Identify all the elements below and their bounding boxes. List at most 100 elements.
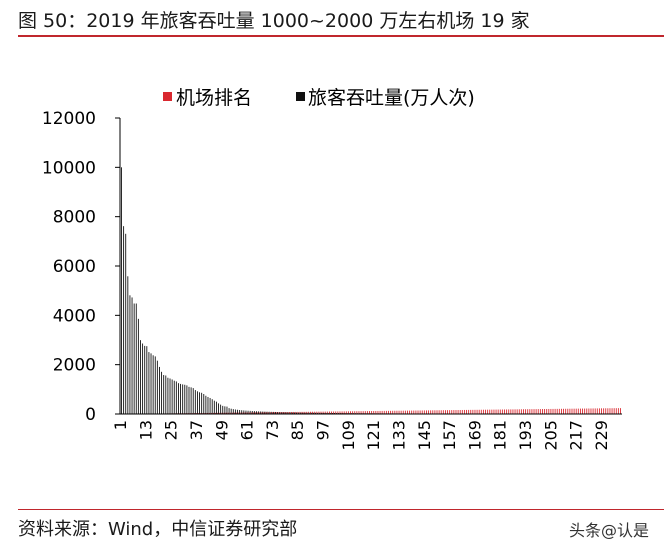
legend-label-rank: 机场排名: [176, 87, 252, 109]
throughput-bar: [178, 383, 179, 414]
rank-bar: [421, 410, 423, 414]
throughput-bar: [296, 412, 298, 414]
rank-bar: [544, 409, 546, 414]
rank-bar: [371, 411, 373, 414]
rank-bar: [286, 412, 288, 414]
rank-bar: [402, 410, 404, 414]
rank-bar: [394, 410, 396, 414]
rank-bar: [248, 412, 250, 414]
throughput-bar: [135, 303, 137, 414]
throughput-bar: [308, 412, 310, 414]
rank-bar: [377, 410, 379, 414]
rank-bar: [512, 409, 514, 414]
throughput-bar: [196, 391, 198, 414]
rank-bar: [265, 412, 267, 414]
rank-bar: [415, 410, 417, 414]
rank-bar: [337, 411, 339, 414]
rank-bar: [605, 408, 607, 414]
rank-bar: [210, 412, 212, 414]
throughput-bar: [224, 406, 226, 414]
y-tick-label: 4000: [53, 306, 96, 326]
throughput-bar: [186, 385, 188, 414]
rank-bar: [352, 411, 354, 414]
rank-bar: [523, 409, 524, 414]
throughput-bar: [125, 233, 127, 414]
throughput-bar: [302, 412, 304, 414]
throughput-bar: [319, 412, 321, 414]
throughput-bar: [215, 401, 217, 414]
throughput-bar: [131, 297, 133, 414]
rank-bar: [312, 411, 313, 414]
rank-bar: [569, 408, 571, 414]
throughput-bar: [323, 412, 325, 414]
throughput-bar: [209, 397, 211, 414]
throughput-bar: [194, 390, 196, 414]
rank-bar: [459, 410, 461, 414]
rank-bar: [358, 411, 360, 414]
rank-bar: [267, 412, 269, 414]
rank-bar: [561, 408, 562, 414]
throughput-bar: [161, 371, 163, 414]
throughput-bar: [146, 346, 148, 414]
rank-bar: [388, 410, 389, 414]
rank-bar: [280, 412, 282, 414]
rank-bar: [282, 412, 284, 414]
rank-bar: [244, 412, 246, 414]
throughput-bar: [222, 405, 224, 414]
rank-bar: [601, 408, 602, 414]
legend-swatch-rank: [163, 92, 172, 101]
rank-bar: [288, 412, 290, 414]
rank-bar: [472, 409, 474, 414]
throughput-bar: [270, 411, 272, 414]
rank-bar: [476, 409, 478, 414]
rank-bar: [345, 411, 347, 414]
rank-bar: [466, 409, 467, 414]
title-rule: [18, 35, 664, 37]
rank-bar: [390, 410, 392, 414]
rank-bar: [478, 409, 480, 414]
throughput-bar: [306, 412, 308, 414]
x-tick-label: 85: [288, 420, 307, 440]
rank-bar: [573, 408, 575, 414]
legend: 机场排名 旅客吞吐量(万人次): [163, 87, 475, 109]
rank-bar: [516, 409, 518, 414]
rank-bar: [493, 409, 495, 414]
throughput-bar: [294, 412, 295, 414]
rank-bar: [603, 408, 605, 414]
rank-bar: [331, 411, 332, 414]
rank-bar: [510, 409, 512, 414]
rank-bar: [297, 411, 299, 414]
rank-bar: [563, 408, 564, 414]
rank-bar: [575, 408, 577, 414]
rank-bar: [423, 410, 425, 414]
throughput-bar: [256, 411, 257, 414]
rank-bar: [480, 409, 482, 414]
legend-label-throughput: 旅客吞吐量(万人次): [308, 87, 475, 109]
throughput-bar: [184, 384, 186, 414]
throughput-bar: [279, 412, 281, 414]
rank-bar: [550, 408, 552, 414]
rank-bar: [263, 412, 265, 414]
rank-bar: [577, 408, 579, 414]
throughput-bar: [142, 343, 144, 414]
throughput-bar: [188, 386, 190, 414]
throughput-bar: [234, 409, 236, 414]
rank-bar: [442, 410, 444, 414]
x-tick-label: 193: [516, 420, 535, 451]
rank-bar: [307, 411, 309, 414]
rank-bar: [535, 409, 537, 414]
throughput-bar: [239, 410, 241, 414]
throughput-bar: [180, 383, 181, 414]
throughput-bar: [123, 226, 125, 414]
throughput-bar: [249, 410, 251, 414]
rank-bar: [409, 410, 411, 414]
x-tick-label: 25: [162, 420, 181, 440]
rank-bar: [596, 408, 598, 414]
rank-bar: [501, 409, 503, 414]
y-tick-label: 0: [85, 405, 96, 425]
y-axis: 0 2000 4000 6000 8000 10000 12000: [42, 109, 121, 425]
throughput-bar: [129, 295, 131, 414]
throughput-bar: [260, 411, 262, 414]
throughput-bar: [226, 406, 228, 414]
rank-bar: [520, 409, 522, 414]
